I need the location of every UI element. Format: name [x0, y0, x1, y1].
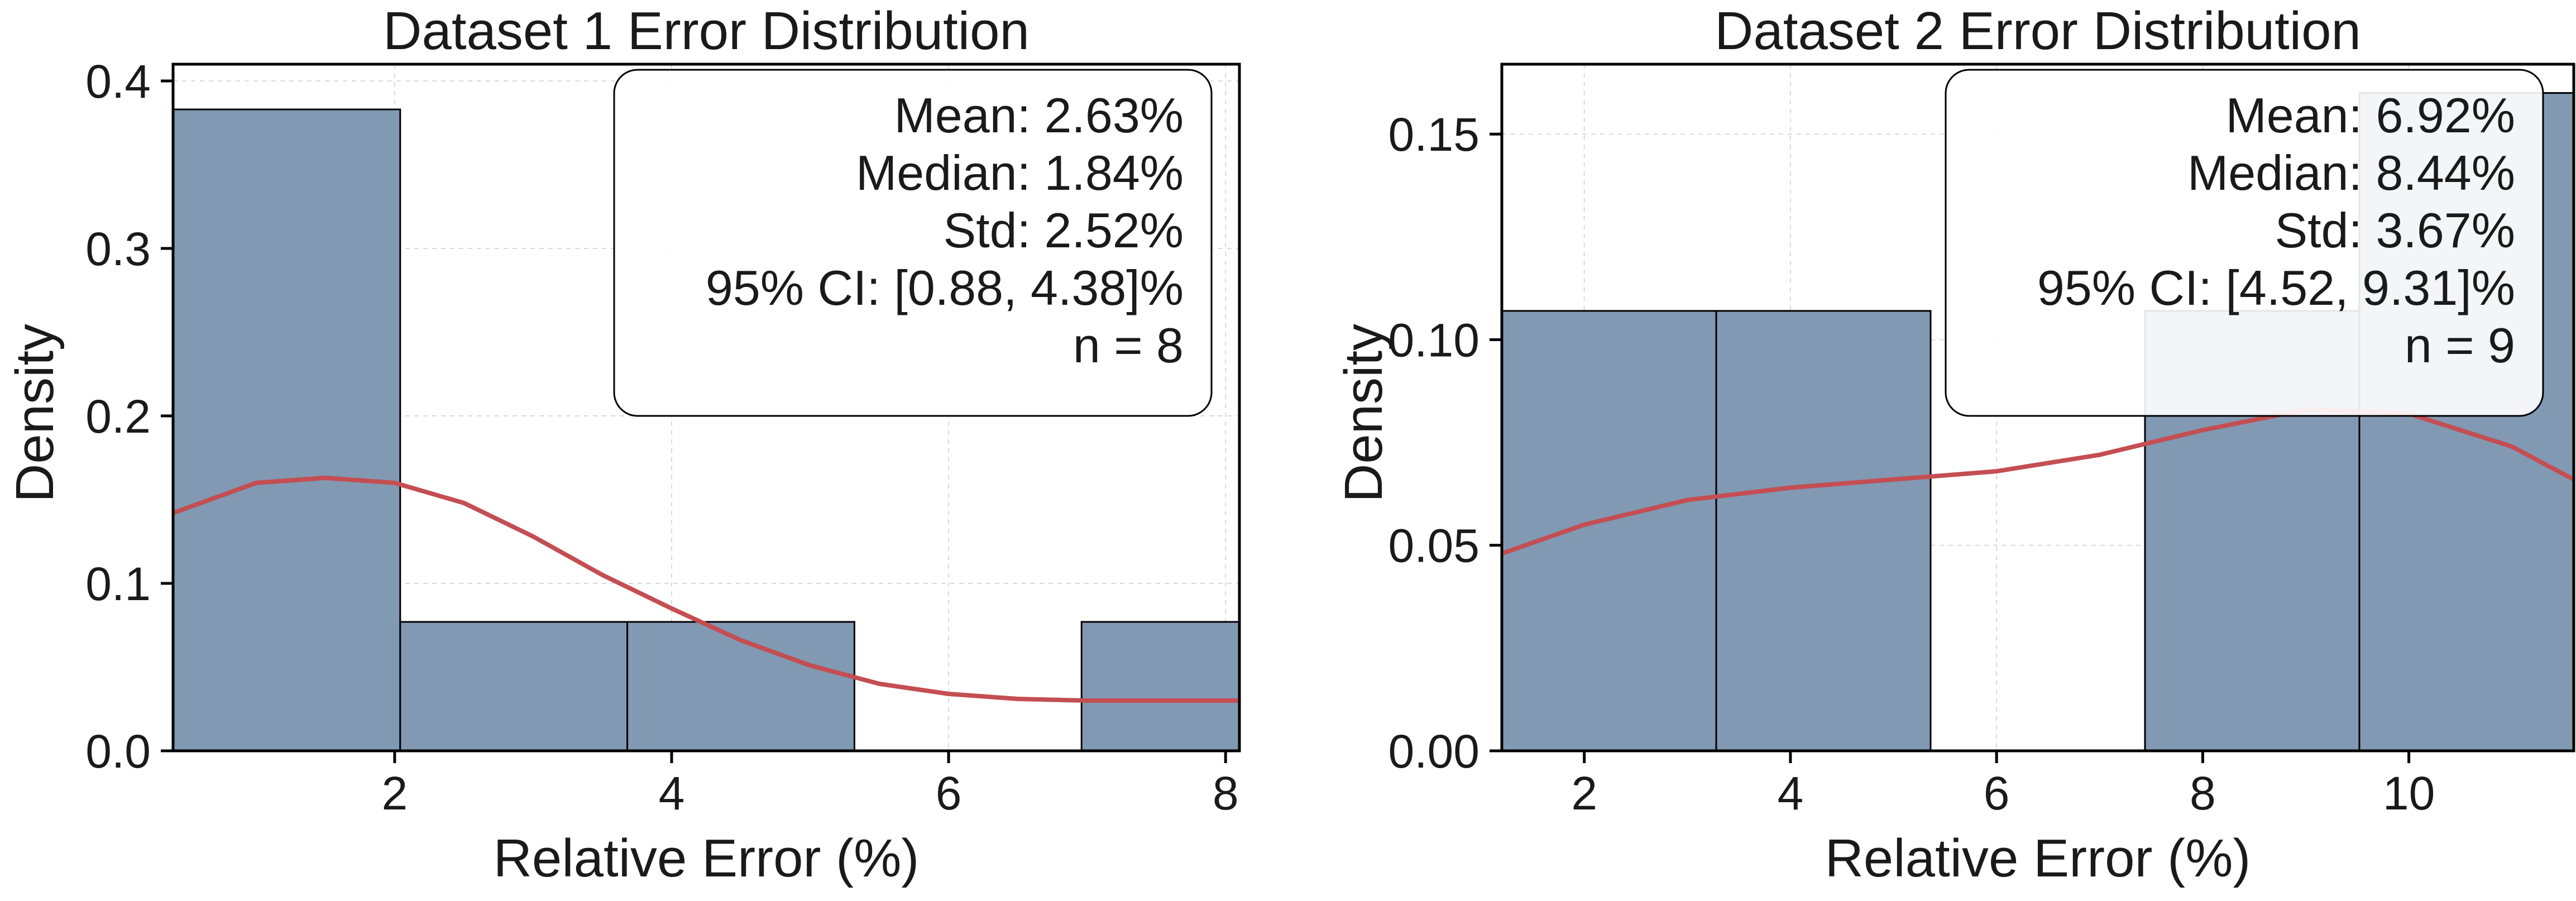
stats-line: Std: 2.52% — [943, 203, 1184, 258]
plot-area-frame — [1500, 63, 2575, 753]
stats-line: Mean: 2.63% — [894, 88, 1184, 143]
stats-box-frame — [613, 69, 1213, 417]
stats-line: n = 8 — [1073, 318, 1184, 373]
kde-curve — [172, 475, 1239, 703]
kde-curve — [1501, 407, 2575, 556]
y-tick-label: 0.4 — [85, 55, 151, 108]
stats-line: n = 9 — [2405, 318, 2515, 373]
stats-line: Median: 8.44% — [2187, 145, 2515, 200]
x-tick-label: 6 — [936, 767, 962, 819]
x-tick-label: 2 — [1571, 767, 1597, 819]
stats-box: Mean: 6.92%Median: 8.44%Std: 3.67%95% CI… — [1945, 69, 2544, 417]
stats-box-frame — [1945, 69, 2544, 417]
chart-title: Dataset 2 Error Distribution — [1715, 1, 2361, 61]
y-axis-label: Density — [1334, 324, 1394, 502]
histogram-bar — [626, 621, 855, 752]
stats-line: Mean: 6.92% — [2225, 88, 2515, 143]
y-tick-label: 0.15 — [1388, 108, 1480, 161]
histogram-bar — [172, 108, 401, 752]
chart-title: Dataset 1 Error Distribution — [383, 1, 1030, 61]
y-tick-label: 0.3 — [85, 223, 151, 275]
x-tick-label: 4 — [659, 767, 685, 819]
stats-line: 95% CI: [0.88, 4.38]% — [706, 260, 1184, 315]
histogram-bar — [1080, 621, 1241, 752]
y-tick-label: 0.00 — [1388, 725, 1480, 778]
plot-area-frame — [171, 63, 1241, 753]
y-tick-label: 0.05 — [1388, 520, 1480, 572]
chart-panel-dataset-2: Dataset 2 Error Distribution 2 4 6 8 10 0.00 0… — [1334, 1, 2575, 888]
chart-panel-dataset-1: Dataset 1 Error Distribution 2 4 6 8 0.0 0.1 0… — [5, 1, 1241, 888]
histogram-bar — [399, 621, 629, 752]
histogram-bar — [1715, 310, 1932, 752]
x-tick-label: 8 — [2190, 767, 2216, 819]
x-tick-label: 4 — [1778, 767, 1804, 819]
histogram-bar — [1501, 310, 1717, 752]
x-tick-label: 8 — [1213, 767, 1239, 819]
y-tick-label: 0.10 — [1388, 314, 1480, 366]
x-tick-label: 6 — [1984, 767, 2010, 819]
y-tick-label: 0.1 — [85, 558, 151, 610]
stats-line: Std: 3.67% — [2275, 203, 2515, 258]
x-axis-label: Relative Error (%) — [1825, 828, 2251, 888]
y-axis-label: Density — [5, 324, 65, 502]
x-tick-label: 2 — [382, 767, 408, 819]
stats-line: Median: 1.84% — [856, 145, 1184, 200]
y-tick-label: 0.0 — [85, 725, 151, 778]
x-tick-label: 10 — [2383, 767, 2435, 819]
y-tick-label: 0.2 — [85, 390, 151, 443]
stats-line: 95% CI: [4.52, 9.31]% — [2037, 260, 2515, 315]
stats-box: Mean: 2.63%Median: 1.84%Std: 2.52%95% CI… — [613, 69, 1213, 417]
x-axis-label: Relative Error (%) — [494, 828, 920, 888]
